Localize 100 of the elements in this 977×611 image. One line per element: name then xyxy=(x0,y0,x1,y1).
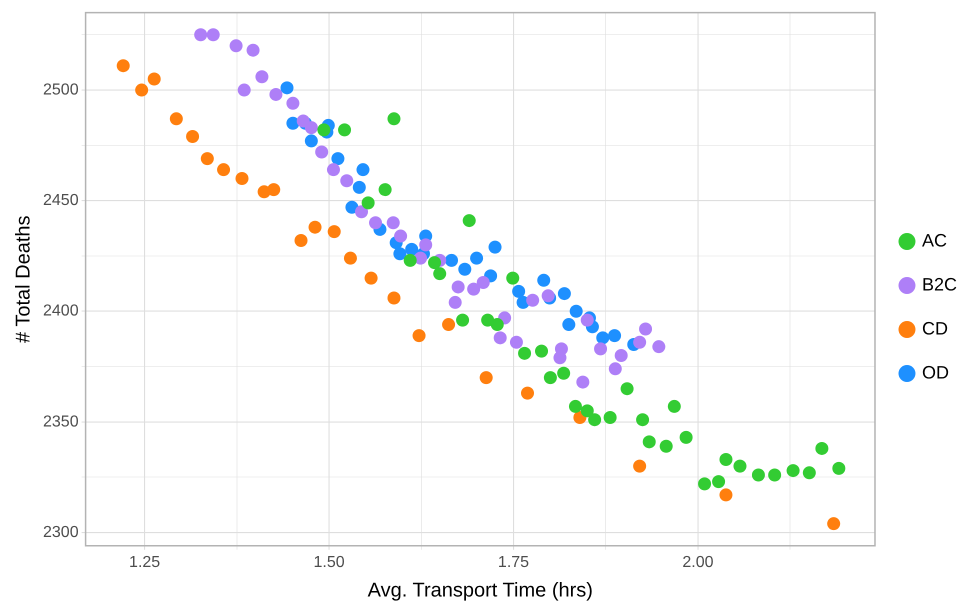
x-tick-label: 1.75 xyxy=(498,554,530,571)
point xyxy=(698,477,712,490)
point xyxy=(352,180,366,194)
point xyxy=(405,242,418,256)
point xyxy=(608,362,622,376)
point xyxy=(480,371,493,384)
point xyxy=(428,256,442,270)
x-axis-title: Avg. Transport Time (hrs) xyxy=(368,580,593,602)
point xyxy=(680,430,693,444)
point xyxy=(636,413,650,426)
point xyxy=(246,44,260,57)
point xyxy=(633,336,646,349)
point xyxy=(344,252,357,265)
point xyxy=(369,216,382,230)
point xyxy=(393,247,406,260)
point xyxy=(387,112,400,126)
point xyxy=(452,280,465,294)
point xyxy=(535,344,548,358)
point xyxy=(294,234,308,247)
legend-label: OD xyxy=(922,362,949,382)
point xyxy=(304,134,318,148)
y-tick-label: 2300 xyxy=(43,524,79,541)
point xyxy=(588,413,602,426)
y-tick-label: 2400 xyxy=(43,302,79,320)
point xyxy=(135,84,148,97)
point xyxy=(356,163,370,176)
point xyxy=(570,304,583,318)
point xyxy=(608,329,622,342)
point xyxy=(458,262,472,276)
point xyxy=(364,272,378,285)
legend-label: B2C xyxy=(922,274,957,294)
point xyxy=(642,435,656,448)
point xyxy=(553,351,566,364)
point xyxy=(506,272,520,285)
point xyxy=(580,404,594,418)
point xyxy=(733,460,746,473)
point xyxy=(433,267,446,280)
point xyxy=(488,240,502,254)
point xyxy=(328,225,341,238)
point xyxy=(326,163,340,176)
point xyxy=(786,464,800,478)
point xyxy=(576,376,590,389)
point xyxy=(620,382,634,396)
point xyxy=(386,216,400,230)
point xyxy=(494,331,507,344)
point xyxy=(315,145,328,158)
point xyxy=(355,205,368,218)
point xyxy=(186,130,200,143)
point xyxy=(269,88,282,101)
point xyxy=(255,70,268,84)
point xyxy=(526,294,540,307)
point xyxy=(719,453,732,466)
point xyxy=(467,282,480,296)
point xyxy=(442,318,456,332)
point xyxy=(445,254,458,267)
x-tick-label: 2.00 xyxy=(682,554,714,571)
point xyxy=(476,276,490,290)
point xyxy=(206,28,220,42)
point xyxy=(594,342,608,356)
point xyxy=(557,366,570,380)
point xyxy=(568,400,582,413)
point xyxy=(462,214,476,228)
point xyxy=(394,230,408,243)
point xyxy=(614,349,628,362)
point xyxy=(660,440,673,453)
point xyxy=(518,346,532,360)
point xyxy=(752,468,765,482)
point xyxy=(521,386,534,400)
point xyxy=(200,152,214,166)
y-axis-title: # Total Deaths xyxy=(12,215,35,343)
point xyxy=(317,123,330,136)
point xyxy=(768,468,782,482)
point xyxy=(712,475,726,488)
point xyxy=(542,289,555,302)
point xyxy=(235,172,248,186)
point xyxy=(652,340,666,354)
point xyxy=(510,336,523,349)
point xyxy=(719,488,732,502)
point xyxy=(308,220,322,234)
point xyxy=(419,238,432,252)
point xyxy=(639,322,652,336)
y-tick-label: 2350 xyxy=(43,413,79,430)
legend-label: AC xyxy=(922,230,947,250)
point xyxy=(148,72,161,86)
point xyxy=(194,28,208,42)
point xyxy=(378,183,392,196)
point xyxy=(537,274,550,287)
point xyxy=(802,466,816,480)
point xyxy=(827,517,840,530)
point xyxy=(562,318,576,332)
y-tick-label: 2450 xyxy=(43,192,79,210)
point xyxy=(596,331,610,344)
point xyxy=(470,252,484,265)
point xyxy=(116,59,130,72)
point xyxy=(217,163,230,176)
point xyxy=(544,371,557,384)
point xyxy=(815,442,828,455)
point xyxy=(414,252,428,265)
point xyxy=(604,410,617,424)
point xyxy=(580,314,594,327)
